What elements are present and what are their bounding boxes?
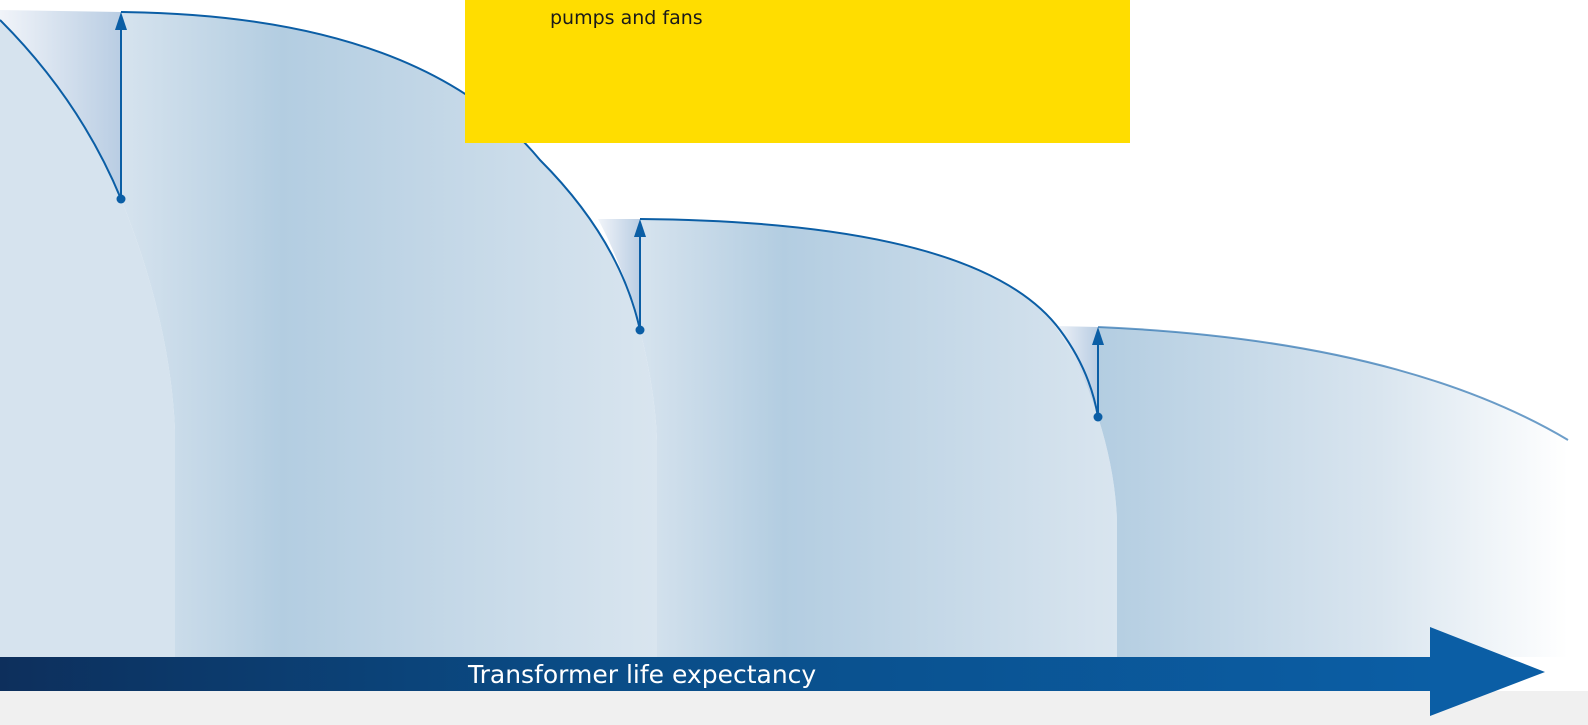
area xyxy=(640,219,1117,657)
dot xyxy=(635,325,645,335)
arrow-head xyxy=(634,219,646,237)
curve xyxy=(1097,326,1569,441)
callout-box xyxy=(465,0,1130,143)
callout-text: pumps and fans xyxy=(550,7,703,29)
dot xyxy=(1093,412,1103,422)
area xyxy=(121,12,657,657)
curve xyxy=(0,19,122,200)
arrow-head xyxy=(1092,327,1104,345)
axis-bar xyxy=(0,657,1440,691)
arrow-head xyxy=(115,12,127,30)
curve xyxy=(639,218,1099,418)
axis-label: Transformer life expectancy xyxy=(467,660,816,689)
area-step xyxy=(1055,326,1098,417)
area-step xyxy=(598,219,640,330)
area xyxy=(0,20,175,657)
dot xyxy=(116,194,126,204)
area xyxy=(1098,327,1568,657)
area-step xyxy=(0,10,121,199)
axis-arrow-head xyxy=(1430,627,1545,716)
arrow-heads xyxy=(115,12,1104,422)
floor xyxy=(0,691,1588,725)
